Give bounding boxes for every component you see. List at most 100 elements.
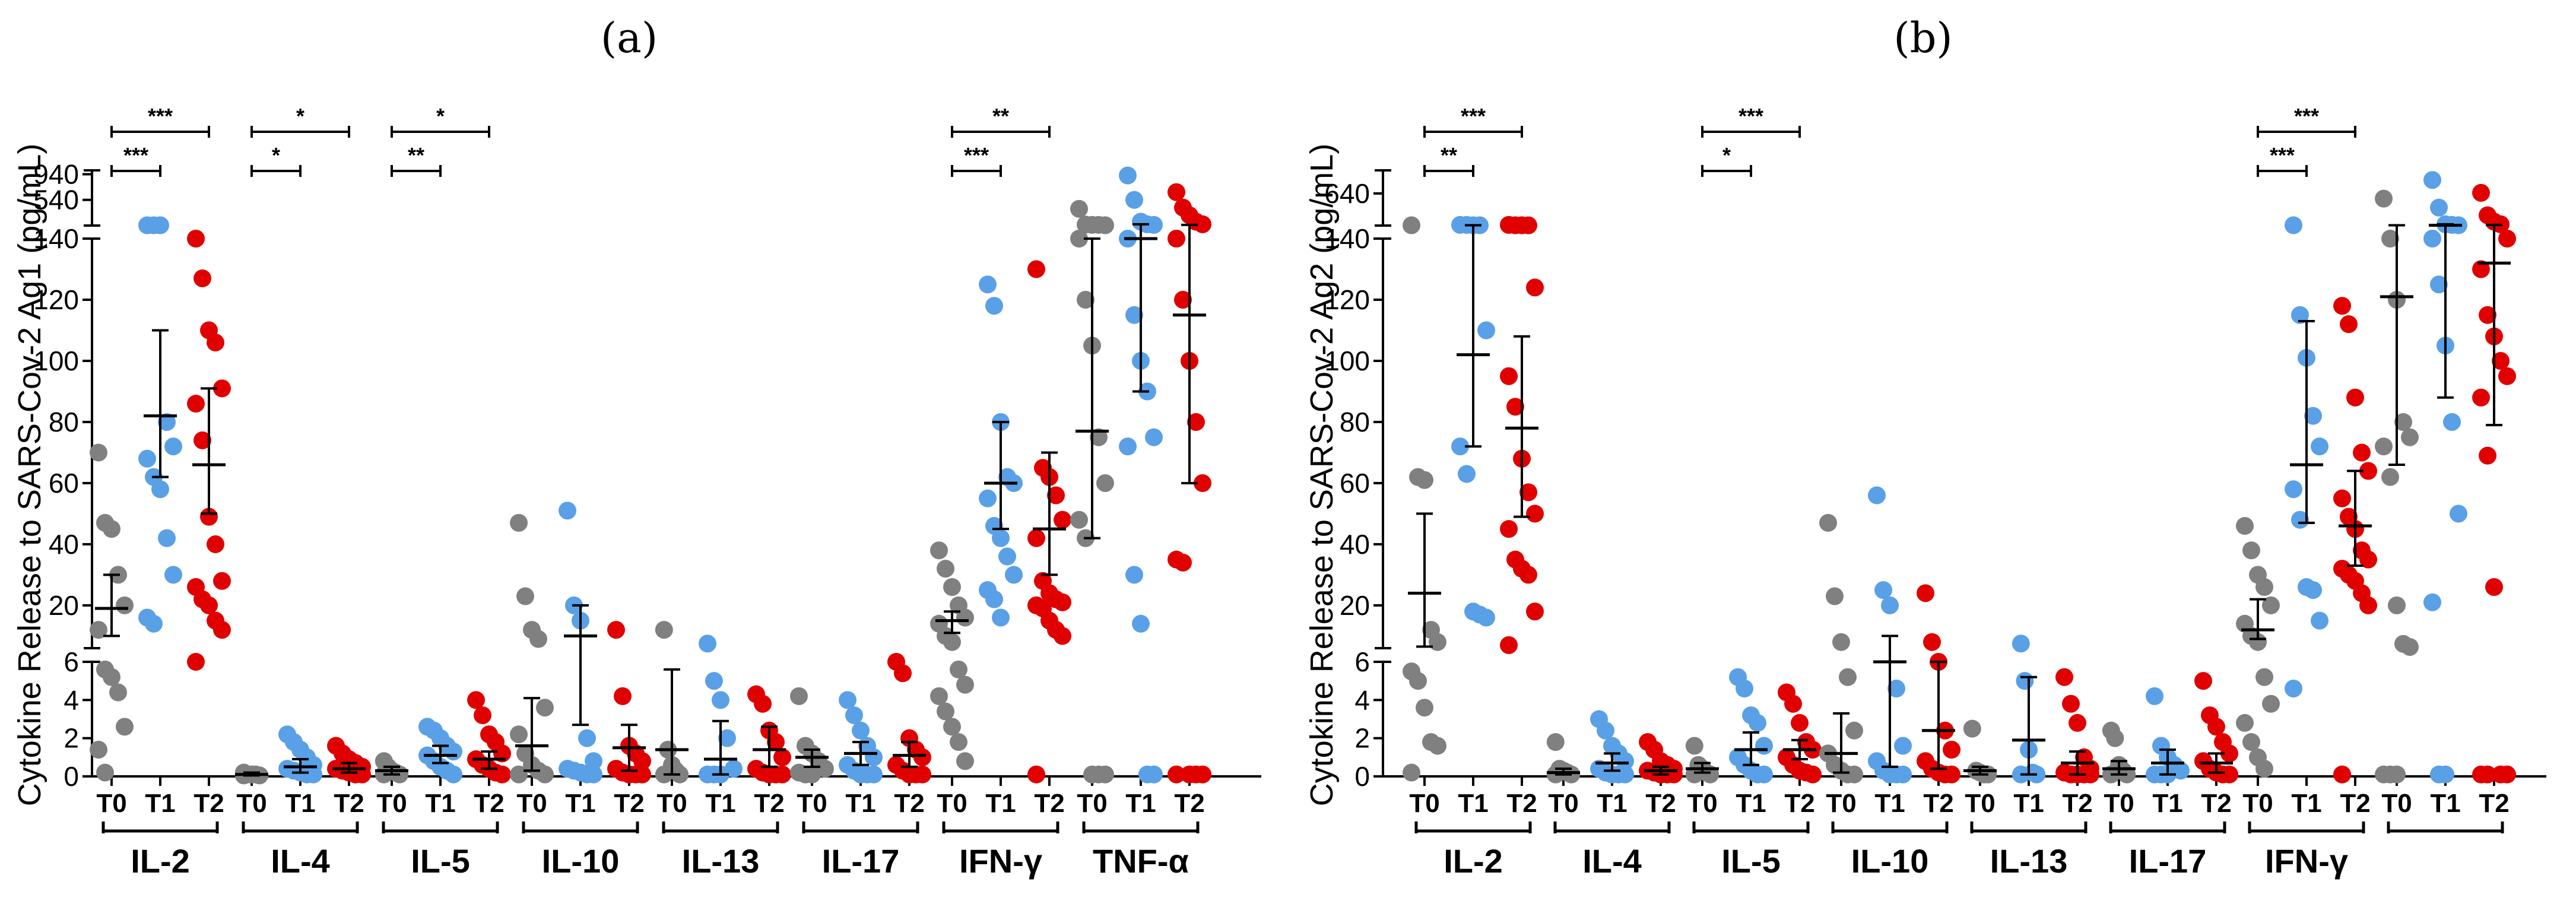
timepoint-label: T2 [1645,789,1676,818]
data-point-ifn-t1 [2285,216,2302,234]
data-point-il-17-t2 [2220,765,2238,784]
data-point-ifn-t1 [2291,510,2309,529]
data-point-ifn-t0 [2255,760,2273,778]
data-point-ifn-t0 [937,560,954,578]
data-point-il-2-t1 [164,437,182,456]
data-point-il-5-t0 [1685,737,1703,755]
data-point-il-10-t1 [578,729,596,747]
timepoint-label: T0 [2104,789,2134,818]
data-point-il-10-t0 [510,725,528,744]
timepoint-label: T2 [474,789,504,818]
data-point-ifn-t2 [1027,260,1045,278]
group-label-il-13: IL-13 [682,842,760,880]
data-point-ifn-t2 [2346,388,2364,407]
significance-label: *** [123,143,148,167]
data-point-il-2-t2 [187,653,205,671]
data-point-il-2-t1 [1477,608,1495,627]
timepoint-label: T2 [614,789,644,818]
data-point-il-2-t0 [1429,737,1446,755]
data-point-blank-t0 [2375,437,2393,456]
timepoint-label: T1 [1597,789,1627,818]
data-point-ifn-t2 [2340,315,2358,334]
data-point-il-5-t1 [1755,765,1773,784]
data-point-blank-t0 [2375,189,2393,208]
data-point-il-5-t2 [493,765,511,784]
data-point-ifn-t0 [950,733,967,751]
timepoint-label: T0 [1409,789,1439,818]
significance-label: ** [992,104,1009,128]
timepoint-label: T1 [985,789,1016,818]
data-point-ifn-t1 [2304,407,2322,425]
data-point-il-2-t2 [213,572,231,590]
timepoint-label: T2 [2201,789,2231,818]
timepoint-label: T2 [754,789,784,818]
data-point-ifn-t1 [979,275,997,294]
significance-label: * [296,104,304,128]
y-tick-label: 640 [1324,178,1370,209]
data-point-il-10-t1 [1887,680,1905,698]
timepoint-label: T1 [1736,789,1766,818]
data-point-ifn-t2 [1054,593,1071,611]
data-point-il-2-t2 [213,621,231,639]
data-point-ifn-t0 [956,752,974,770]
data-point-ifn-t2 [1054,510,1071,529]
data-point-il-2-t2 [193,269,211,287]
data-point-tnf-t1 [1119,166,1137,185]
data-point-blank-t1 [2423,593,2441,611]
data-point-il-17-t1 [845,706,863,725]
data-point-tnf-t1 [1125,306,1143,324]
data-point-blank-t0 [2388,765,2406,784]
data-point-il-13-t0 [1963,719,1981,738]
data-point-il-10-t0 [529,630,547,648]
timepoint-label: T0 [2381,789,2412,818]
data-point-il-10-t1 [1894,765,1912,784]
data-point-il-13-t2 [2055,668,2073,686]
data-point-ifn-t0 [930,541,948,560]
data-point-il-2-t1 [151,216,169,234]
data-point-il-10-t2 [633,765,651,784]
timepoint-label: T1 [1874,789,1905,818]
significance-label: *** [964,143,989,167]
data-point-il-17-t1 [865,748,883,766]
y-tick-label: 0 [64,761,79,792]
timepoint-label: T0 [937,789,967,818]
data-point-il-10-t0 [1819,513,1837,532]
data-point-il-5-t1 [445,765,462,784]
timepoint-label: T1 [565,789,595,818]
data-point-il-13-t2 [773,748,791,766]
data-point-blank-t1 [2423,171,2441,189]
significance-label: *** [2270,143,2295,167]
data-point-il-2-t1 [158,413,176,431]
data-point-tnf-t0 [1096,765,1114,784]
data-point-ifn-t1 [998,547,1016,566]
y-tick-label: 120 [1324,284,1370,315]
timepoint-label: T1 [705,789,735,818]
y-tick-label: 60 [49,468,79,499]
timepoint-label: T2 [1506,789,1537,818]
y-tick-label: 140 [1324,223,1370,254]
data-point-il-13-t2 [767,733,785,751]
timepoint-label: T0 [1077,789,1107,818]
y-tick-label: 120 [33,284,79,315]
data-point-il-2-t0 [116,718,134,736]
data-point-ifn-t2 [2359,550,2377,569]
data-point-il-2-t2 [200,507,218,526]
timepoint-label: T1 [145,789,175,818]
data-point-ifn-t0 [2242,733,2260,751]
data-point-il-13-t1 [2012,635,2030,653]
data-point-ifn-t1 [2311,437,2328,456]
data-point-ifn-t1 [2291,306,2309,324]
data-point-il-10-t1 [1894,737,1912,755]
data-point-tnf-t2 [1187,413,1205,431]
data-point-blank-t0 [2388,596,2406,614]
data-point-il-13-t2 [2069,713,2086,732]
data-point-il-2-t2 [207,535,224,553]
data-point-il-5-t2 [1804,765,1822,784]
y-tick-label: 60 [1340,468,1370,499]
data-point-ifn-t0 [956,675,974,694]
timepoint-label: T1 [2430,789,2460,818]
timepoint-label: T1 [2152,789,2182,818]
data-point-il-2-t1 [138,449,156,468]
timepoint-label: T0 [1687,789,1717,818]
data-point-il-2-t0 [1403,216,1420,234]
